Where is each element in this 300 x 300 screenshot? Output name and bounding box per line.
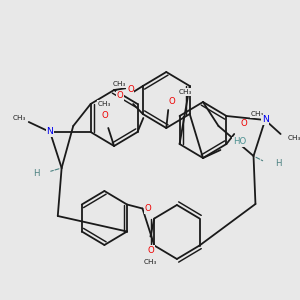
Text: O: O bbox=[241, 119, 247, 128]
Text: CH₃: CH₃ bbox=[12, 115, 26, 121]
Text: CH₃: CH₃ bbox=[251, 111, 264, 117]
Text: N: N bbox=[262, 116, 268, 124]
Text: HO: HO bbox=[233, 137, 246, 146]
Text: O: O bbox=[101, 112, 108, 121]
Text: O: O bbox=[116, 92, 123, 100]
Text: CH₃: CH₃ bbox=[144, 260, 157, 266]
Text: N: N bbox=[46, 128, 53, 136]
Text: O: O bbox=[169, 98, 176, 106]
Text: CH₃: CH₃ bbox=[179, 89, 192, 95]
Text: O: O bbox=[127, 85, 134, 94]
Text: CH₃: CH₃ bbox=[113, 81, 126, 87]
Text: O: O bbox=[147, 246, 154, 255]
Text: CH₃: CH₃ bbox=[287, 135, 300, 141]
Text: H: H bbox=[33, 169, 40, 178]
Text: O: O bbox=[145, 204, 152, 213]
Text: H: H bbox=[275, 160, 282, 169]
Text: CH₃: CH₃ bbox=[98, 101, 111, 107]
